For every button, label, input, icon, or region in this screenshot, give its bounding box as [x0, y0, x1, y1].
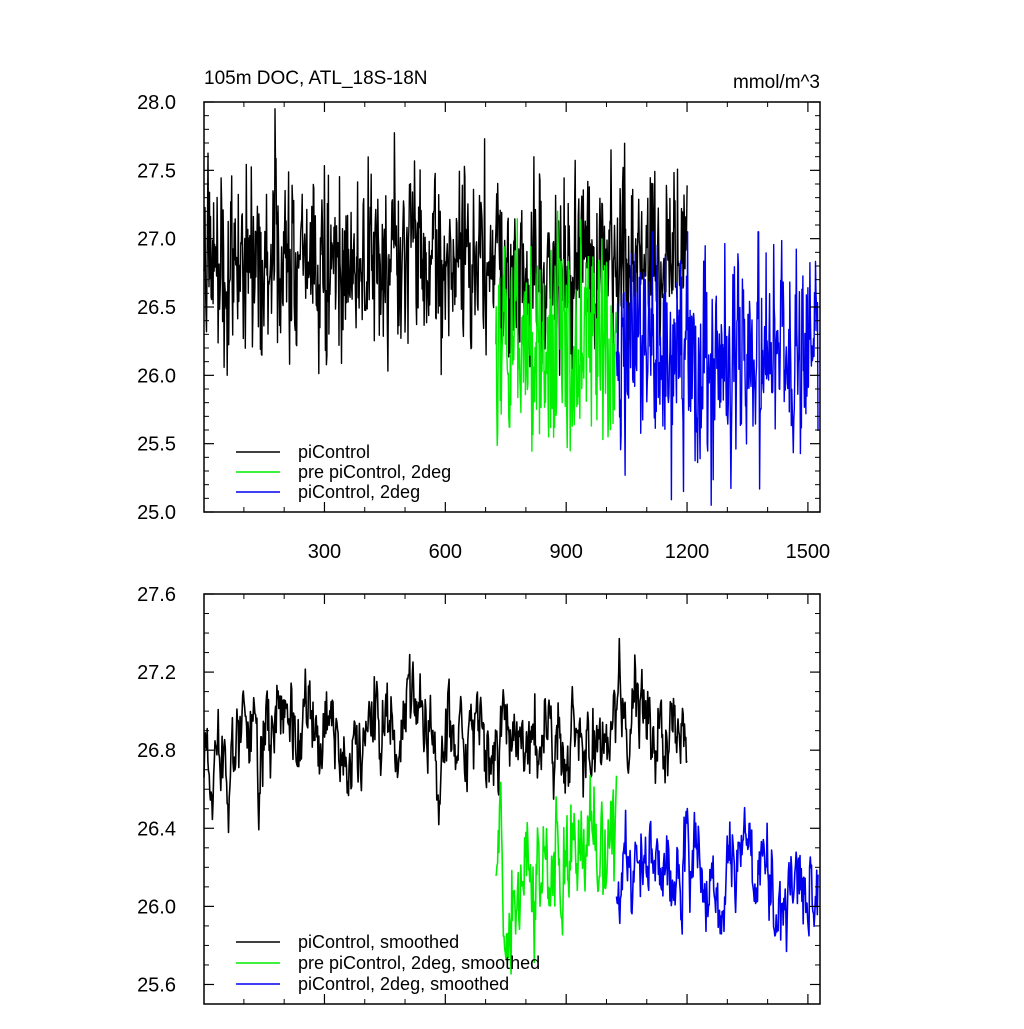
series-line-bottom-1 — [203, 637, 688, 834]
y-tick-label: 26.4 — [137, 818, 176, 840]
y-tick-label: 27.2 — [137, 662, 176, 684]
top-chart-title: 105m DOC, ATL_18S-18N — [204, 68, 428, 89]
legend-label: piControl, 2deg, smoothed — [298, 974, 509, 994]
x-tick-label: 600 — [429, 541, 462, 563]
y-tick-label: 25.0 — [137, 502, 176, 524]
legend-label: pre piControl, 2deg — [298, 462, 451, 482]
bottom-plot-frame — [203, 593, 821, 1005]
legend-label: piControl, smoothed — [298, 932, 459, 952]
top-x-tick-labels: 300 600 900 1200 1500 — [308, 541, 830, 563]
y-tick-label: 28.0 — [137, 92, 176, 114]
y-tick-label: 26.8 — [137, 740, 176, 762]
bottom-series-group — [203, 637, 819, 975]
legend-label: piControl, 2deg — [298, 482, 420, 502]
series-line-top-3 — [615, 231, 819, 506]
y-tick-label: 26.0 — [137, 896, 176, 918]
bottom-y-tick-labels: 25.6 26.0 26.4 26.8 27.2 27.6 — [137, 584, 176, 996]
bottom-panel: 25.6 26.0 26.4 26.8 27.2 27.6 piControl, smoo… — [137, 584, 821, 1005]
y-tick-label: 27.0 — [137, 229, 176, 251]
y-tick-label: 27.5 — [137, 160, 176, 182]
top-series-group — [203, 108, 819, 506]
y-tick-label: 26.5 — [137, 297, 176, 319]
x-tick-label: 300 — [308, 541, 341, 563]
y-tick-label: 26.0 — [137, 365, 176, 387]
series-line-top-2 — [495, 210, 618, 452]
bottom-ticks — [204, 593, 820, 1005]
series-line-bottom-3 — [615, 806, 819, 953]
top-panel: 105m DOC, ATL_18S-18N mmol/m^3 25.025.52… — [137, 68, 830, 563]
top-ticks — [204, 101, 820, 513]
series-line-bottom-2 — [494, 774, 618, 975]
top-chart-units: mmol/m^3 — [733, 72, 820, 93]
y-tick-label: 25.5 — [137, 434, 176, 456]
y-tick-label: 27.6 — [137, 584, 176, 606]
x-tick-label: 1200 — [665, 541, 710, 563]
x-tick-label: 1500 — [786, 541, 831, 563]
legend-label: piControl — [298, 442, 370, 462]
legend-label: pre piControl, 2deg, smoothed — [298, 953, 540, 973]
x-tick-label: 900 — [549, 541, 582, 563]
y-tick-label: 25.6 — [137, 974, 176, 996]
top-y-tick-labels: 25.0 25.5 26.0 26.5 27.0 27.5 28.0 — [137, 92, 176, 524]
